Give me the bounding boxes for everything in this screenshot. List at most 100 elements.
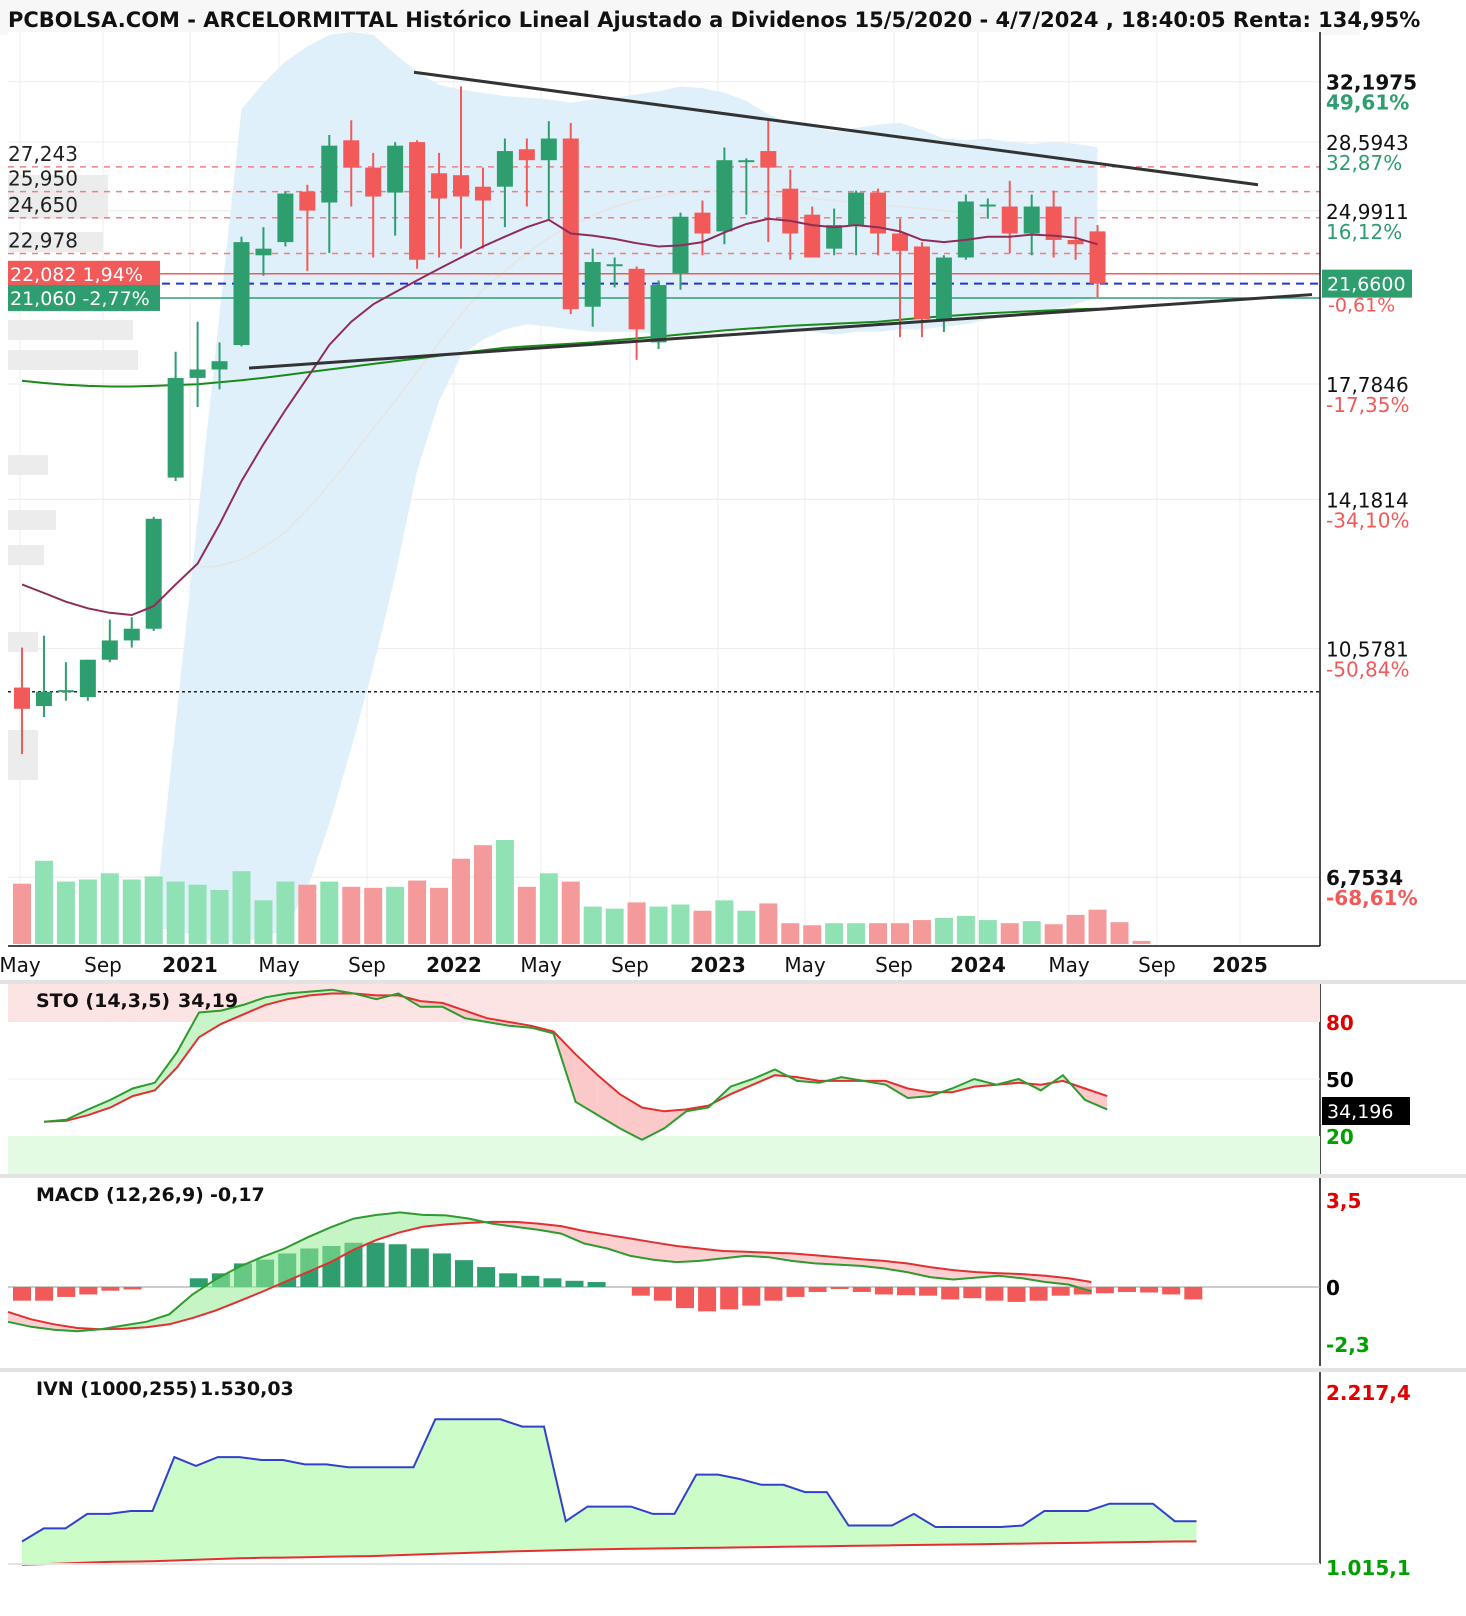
volume-profile-bar bbox=[8, 545, 44, 565]
level-label: 22,978 bbox=[8, 229, 78, 253]
x-tick-label: 2023 bbox=[690, 953, 746, 977]
candle-body bbox=[935, 257, 952, 320]
diff-fill bbox=[1085, 1088, 1108, 1110]
macd-line bbox=[7, 1211, 1092, 1333]
volume-bar bbox=[452, 858, 470, 944]
y-tick-pct: 16,12% bbox=[1326, 220, 1402, 244]
macd-histogram-bar bbox=[874, 1287, 893, 1295]
diff-fill bbox=[619, 1094, 642, 1140]
x-tick-label: Sep bbox=[1138, 953, 1176, 977]
candle-body bbox=[716, 160, 733, 232]
candle-body bbox=[1023, 206, 1040, 234]
y-tick-pct: 49,61% bbox=[1326, 91, 1409, 115]
diff-fill bbox=[154, 1052, 177, 1091]
macd-histogram-bar bbox=[941, 1287, 960, 1300]
last-price-pct: -0,61% bbox=[1328, 295, 1395, 317]
sto-axis-label: 80 bbox=[1326, 1011, 1354, 1035]
diff-fill bbox=[199, 1010, 222, 1038]
volume-bar bbox=[364, 887, 383, 944]
y-tick-label: 32,1975 bbox=[1326, 71, 1417, 95]
volume-profile-bar bbox=[8, 205, 108, 219]
x-tick-label: Sep bbox=[611, 953, 649, 977]
ivn-fill bbox=[22, 1419, 1197, 1565]
diff-fill bbox=[265, 993, 288, 1005]
diff-fill bbox=[238, 1257, 262, 1302]
volume-bar bbox=[803, 925, 822, 944]
sto-axis-label: 50 bbox=[1326, 1068, 1354, 1092]
diff-fill bbox=[261, 1248, 285, 1292]
volume-bar bbox=[583, 906, 602, 944]
macd-histogram-bar bbox=[35, 1287, 54, 1301]
volume-bar bbox=[100, 873, 119, 944]
volume-bar bbox=[847, 923, 866, 944]
diff-fill bbox=[597, 1075, 620, 1129]
volume-bar bbox=[956, 915, 975, 944]
candle-body bbox=[1067, 239, 1084, 245]
volume-bar bbox=[34, 860, 53, 944]
candle-body bbox=[387, 145, 404, 193]
macd-histogram-bar bbox=[388, 1244, 407, 1287]
x-tick-label: May bbox=[0, 953, 41, 977]
macd-histogram-bar bbox=[521, 1275, 540, 1287]
diff-fill bbox=[768, 1252, 792, 1261]
volume-bar bbox=[517, 886, 536, 944]
marker-label: 22,082 1,94% bbox=[10, 264, 143, 286]
macd-histogram-bar bbox=[1095, 1287, 1114, 1294]
candle-body bbox=[1001, 206, 1018, 234]
candle-body bbox=[738, 160, 755, 163]
diff-fill bbox=[642, 1107, 665, 1140]
diff-fill bbox=[88, 1099, 111, 1116]
macd-histogram-bar bbox=[985, 1287, 1004, 1301]
candle-body bbox=[782, 188, 799, 234]
marker-box bbox=[8, 260, 160, 287]
volume-bar bbox=[693, 910, 712, 944]
macd-histogram-bar bbox=[410, 1248, 429, 1287]
macd-histogram-bar bbox=[565, 1280, 584, 1287]
volume-bar bbox=[386, 886, 405, 944]
sto-d-line bbox=[43, 992, 1108, 1123]
diff-fill bbox=[169, 1294, 193, 1325]
x-tick-label: 2025 bbox=[1212, 953, 1268, 977]
candle-body bbox=[804, 214, 821, 258]
candle-body bbox=[650, 285, 667, 343]
x-tick-label: May bbox=[520, 953, 562, 977]
volume-bar bbox=[561, 881, 580, 944]
volume-bar bbox=[342, 886, 361, 944]
volume-bar bbox=[210, 889, 229, 944]
volume-profile-bar bbox=[8, 232, 103, 252]
panel-separator bbox=[0, 1368, 1466, 1372]
x-tick-label: May bbox=[1048, 953, 1090, 977]
candle-body bbox=[584, 261, 601, 307]
macd-histogram-bar bbox=[764, 1287, 783, 1301]
macd-histogram-bar bbox=[852, 1287, 871, 1292]
macd-histogram-bar bbox=[963, 1287, 982, 1299]
trendline bbox=[413, 70, 1259, 187]
x-tick-label: Sep bbox=[348, 953, 386, 977]
macd-histogram-bar bbox=[653, 1287, 672, 1301]
volume-bar bbox=[232, 871, 251, 944]
ivn-axis-label: 2.217,4 bbox=[1326, 1381, 1411, 1405]
volume-profile-bar bbox=[8, 350, 138, 370]
diff-fill bbox=[653, 1242, 677, 1263]
volume-bar bbox=[1088, 909, 1107, 944]
macd-title: MACD (12,26,9) bbox=[36, 1184, 204, 1206]
sto-title: STO (14,3,5) bbox=[36, 990, 170, 1012]
volume-bar bbox=[166, 881, 185, 944]
macd-histogram-bar bbox=[432, 1253, 451, 1287]
candle-body bbox=[892, 233, 908, 251]
diff-fill bbox=[353, 1214, 377, 1250]
macd-histogram-bar bbox=[366, 1242, 385, 1287]
macd-histogram-bar bbox=[897, 1287, 915, 1296]
ema20-line bbox=[21, 217, 1098, 617]
y-tick-label: 10,5781 bbox=[1326, 638, 1409, 662]
candle-body bbox=[255, 248, 272, 256]
macd-histogram-bar bbox=[1140, 1287, 1159, 1293]
volume-bar bbox=[298, 884, 317, 944]
volume-bar bbox=[869, 923, 888, 944]
header-bar bbox=[0, 0, 1360, 35]
candle-body bbox=[167, 377, 184, 478]
volume-bar bbox=[825, 923, 844, 944]
level-label: 25,950 bbox=[8, 167, 78, 191]
volume-bar bbox=[715, 900, 734, 944]
